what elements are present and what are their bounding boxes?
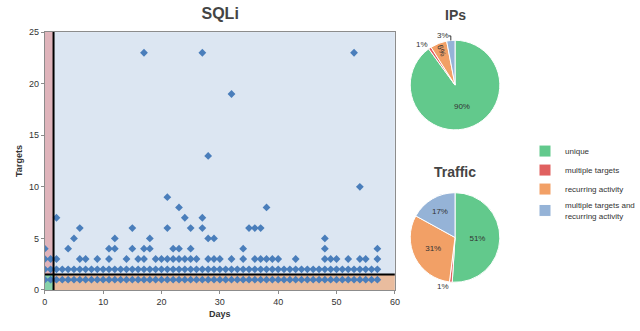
svg-text:Traffic: Traffic: [434, 164, 476, 180]
svg-text:50: 50: [332, 297, 342, 307]
svg-text:1%: 1%: [416, 40, 428, 49]
svg-text:10: 10: [29, 182, 39, 192]
svg-text:recurring activity: recurring activity: [565, 185, 623, 194]
svg-text:51%: 51%: [469, 234, 485, 243]
svg-text:6%: 6%: [435, 44, 448, 58]
svg-text:10: 10: [98, 297, 108, 307]
svg-text:90%: 90%: [454, 102, 470, 111]
svg-text:30: 30: [215, 297, 225, 307]
svg-text:0: 0: [42, 297, 47, 307]
svg-text:multiple targets: multiple targets: [565, 166, 619, 175]
svg-text:31%: 31%: [425, 244, 441, 253]
svg-text:IPs: IPs: [445, 7, 466, 23]
svg-text:15: 15: [29, 130, 39, 140]
svg-text:20: 20: [156, 297, 166, 307]
svg-text:25: 25: [29, 27, 39, 37]
svg-text:unique: unique: [565, 147, 590, 156]
svg-text:1%: 1%: [437, 282, 449, 291]
svg-text:60: 60: [390, 297, 400, 307]
svg-text:20: 20: [29, 79, 39, 89]
svg-text:40: 40: [273, 297, 283, 307]
svg-text:3%: 3%: [437, 31, 449, 40]
svg-text:17%: 17%: [432, 207, 448, 216]
svg-text:SQLi: SQLi: [201, 5, 238, 22]
svg-text:multiple targets andrecurring: multiple targets andrecurring activity: [565, 201, 635, 220]
svg-text:Targets: Targets: [14, 145, 24, 177]
svg-text:Days: Days: [209, 309, 231, 319]
svg-text:0: 0: [34, 285, 39, 295]
svg-text:5: 5: [34, 234, 39, 244]
